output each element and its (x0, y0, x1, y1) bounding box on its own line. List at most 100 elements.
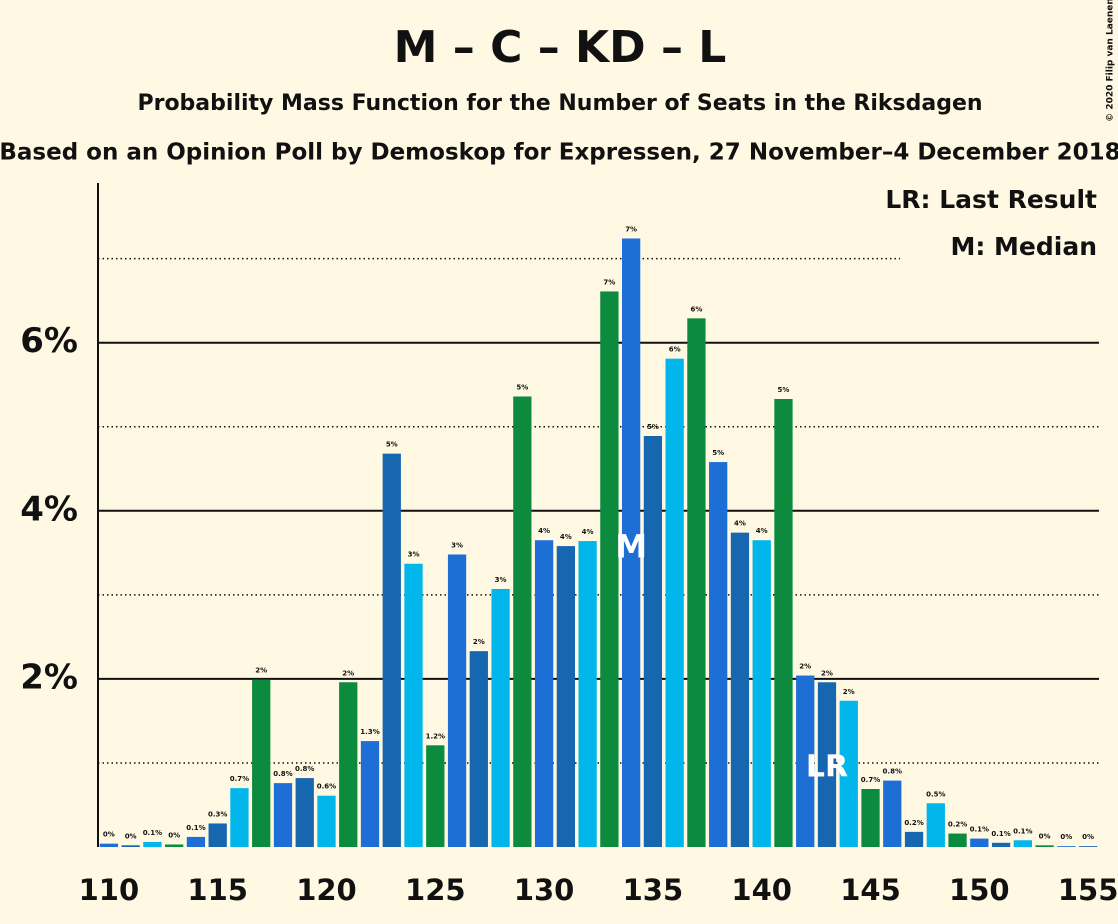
value-label: 0.1% (991, 830, 1010, 838)
x-tick-label: 155 (1058, 873, 1118, 907)
chart-subtitle: Based on an Opinion Poll by Demoskop for… (0, 140, 1118, 166)
bar (273, 783, 293, 847)
value-label: 3% (408, 551, 420, 559)
value-label: 2% (843, 688, 855, 696)
value-label: 0.5% (926, 790, 945, 798)
value-label: 6% (669, 346, 681, 354)
bar (556, 546, 575, 847)
bar (165, 844, 184, 847)
bar (1035, 845, 1054, 847)
bar (883, 780, 902, 847)
value-label: 2% (799, 663, 811, 671)
bar (948, 833, 967, 847)
x-tick-label: 145 (840, 873, 901, 907)
bar (643, 435, 663, 847)
bar (1057, 846, 1076, 847)
value-label: 5% (647, 423, 659, 431)
bar (491, 588, 510, 847)
bar (208, 823, 227, 847)
bar (665, 358, 684, 847)
value-label: 0.1% (970, 826, 989, 834)
x-tick-label: 130 (514, 873, 575, 907)
x-tick-label: 125 (405, 873, 466, 907)
legend-background (900, 180, 1105, 270)
bar (970, 838, 989, 847)
x-tick-label: 150 (949, 873, 1010, 907)
value-label: 5% (386, 441, 398, 449)
bar (991, 842, 1011, 847)
copyright: © 2020 Filip van Laenen (1106, 0, 1116, 122)
x-tick-label: 115 (187, 873, 248, 907)
value-label: 7% (603, 278, 615, 286)
value-label: 0.2% (904, 819, 923, 827)
value-label: 2% (473, 638, 485, 646)
value-label: 3% (495, 576, 507, 584)
value-label: 1.2% (426, 732, 445, 740)
bar (752, 540, 771, 847)
y-tick-label: 4% (20, 489, 78, 529)
value-label: 4% (734, 520, 746, 528)
value-label: 0.1% (186, 824, 205, 832)
bar (447, 554, 467, 847)
value-label: 0.1% (143, 829, 162, 837)
bar (730, 532, 750, 847)
chart-title: M – C – KD – L (394, 22, 727, 73)
bar (295, 778, 314, 847)
bar (317, 795, 336, 847)
value-label: 4% (582, 528, 594, 536)
chart-subtitle: Probability Mass Function for the Number… (137, 91, 982, 116)
bar (404, 563, 423, 847)
value-label: 0% (168, 831, 180, 839)
value-label: 2% (821, 669, 833, 677)
x-tick-label: 110 (79, 873, 140, 907)
value-label: 2% (342, 669, 354, 677)
bar (534, 540, 554, 847)
y-tick-label: 6% (20, 321, 78, 361)
value-label: 5% (778, 386, 790, 394)
value-label: 4% (538, 527, 550, 535)
bar (600, 291, 619, 848)
bar (817, 682, 837, 847)
x-tick-label: 140 (731, 873, 792, 907)
value-label: 5% (712, 449, 724, 457)
bar (382, 453, 401, 847)
bar (622, 238, 641, 848)
bar (339, 682, 358, 847)
value-label: 1.3% (360, 728, 379, 736)
value-label: 0.8% (883, 768, 902, 776)
value-label: 3% (451, 542, 463, 550)
x-tick-label: 120 (296, 873, 357, 907)
value-label: 0.8% (295, 765, 314, 773)
bar (99, 843, 119, 847)
value-label: 0% (1039, 832, 1051, 840)
value-label: 0% (1082, 833, 1094, 841)
bar (904, 831, 924, 847)
bar (1078, 846, 1098, 847)
bar (360, 741, 380, 847)
bar (426, 745, 445, 847)
value-label: 0.7% (861, 776, 880, 784)
median-marker: M (615, 527, 647, 565)
value-label: 6% (690, 305, 702, 313)
bar (121, 845, 140, 847)
value-label: 0% (1060, 833, 1072, 841)
x-tick-label: 135 (623, 873, 684, 907)
bar (796, 675, 815, 847)
bar (252, 679, 271, 847)
value-label: 2% (255, 667, 267, 675)
value-label: 0.6% (317, 783, 336, 791)
value-label: 0.8% (273, 770, 292, 778)
value-label: 0.3% (208, 810, 227, 818)
legend-entry: LR: Last Result (885, 185, 1097, 214)
bar (687, 318, 706, 847)
value-label: 0% (103, 831, 115, 839)
bar (143, 841, 162, 847)
bar (230, 788, 249, 847)
bar (926, 803, 945, 847)
bar (774, 399, 793, 847)
value-label: 5% (516, 383, 528, 391)
value-label: 0.7% (230, 775, 249, 783)
bar (709, 462, 728, 847)
bar (1013, 840, 1032, 847)
